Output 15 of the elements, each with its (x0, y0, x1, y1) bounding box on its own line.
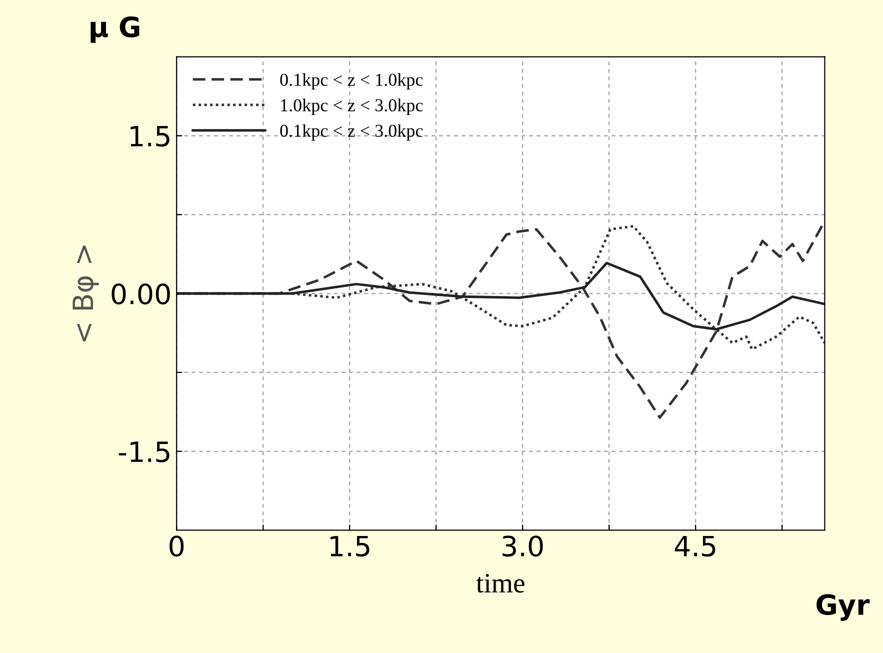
x-axis-title: time (476, 574, 524, 593)
line-series (176, 262, 825, 331)
x-tick-label: 4.5 (674, 536, 716, 557)
y-tick-label: 0.00 (112, 283, 170, 304)
x-tick-label: 1.5 (330, 536, 370, 557)
y-tick-label: -1.5 (118, 442, 170, 462)
text: Gyr (816, 594, 870, 621)
legend-label: 1.0kpc < z < 3.0kpc (281, 98, 423, 116)
text: μ G (90, 16, 140, 43)
y-tick-label: 1.5 (130, 126, 170, 147)
y-axis-title: < Bφ > (72, 246, 99, 342)
x-tick-label: 3.0 (502, 536, 543, 557)
legend-label: 0.1kpc < z < 3.0kpc (280, 124, 423, 141)
x-tick-label: 0 (170, 536, 184, 557)
legend-label: 0.1kpc < z < 1.0kpc (280, 73, 423, 90)
